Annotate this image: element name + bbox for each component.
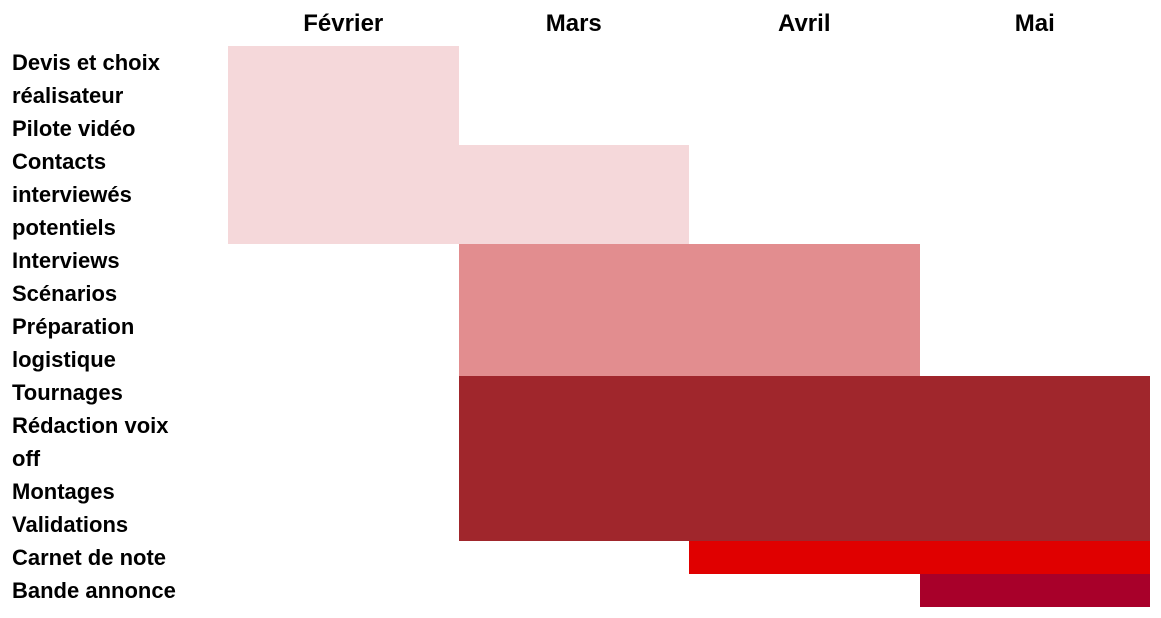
task-label-line-5: interviewés (12, 182, 132, 207)
task-label-line-12: Rédaction voix (12, 413, 169, 438)
month-label-1: Février (303, 10, 384, 37)
gantt-bar-3 (458, 244, 920, 376)
month-label-4: Mai (1014, 10, 1055, 37)
task-label-line-13: off (12, 446, 41, 471)
gantt-bar-5 (689, 541, 1150, 574)
month-label-2: Mars (545, 10, 602, 37)
task-label-line-16: Carnet de note (12, 545, 167, 570)
task-label-line-8: Scénarios (12, 281, 118, 306)
task-label-line-17: Bande annonce (12, 578, 176, 603)
task-label-line-6: potentiels (12, 215, 116, 240)
gantt-bar-4 (458, 376, 1150, 541)
month-label-3: Avril (778, 10, 831, 37)
gantt-bar-6 (919, 574, 1150, 607)
task-label-line-4: Contacts (12, 149, 107, 174)
task-label-line-7: Interviews (12, 248, 120, 273)
task-label-line-3: Pilote vidéo (12, 116, 136, 141)
task-label-line-11: Tournages (12, 380, 123, 405)
task-label-line-15: Validations (12, 512, 129, 537)
task-label-line-1: Devis et choix (12, 50, 160, 75)
task-label-line-10: logistique (12, 347, 116, 372)
task-label-line-14: Montages (12, 479, 115, 504)
task-label-line-2: réalisateur (12, 83, 124, 108)
gantt-bar-2 (228, 145, 689, 244)
task-label-line-9: Préparation (12, 314, 135, 339)
gantt-bar-1 (228, 46, 459, 145)
